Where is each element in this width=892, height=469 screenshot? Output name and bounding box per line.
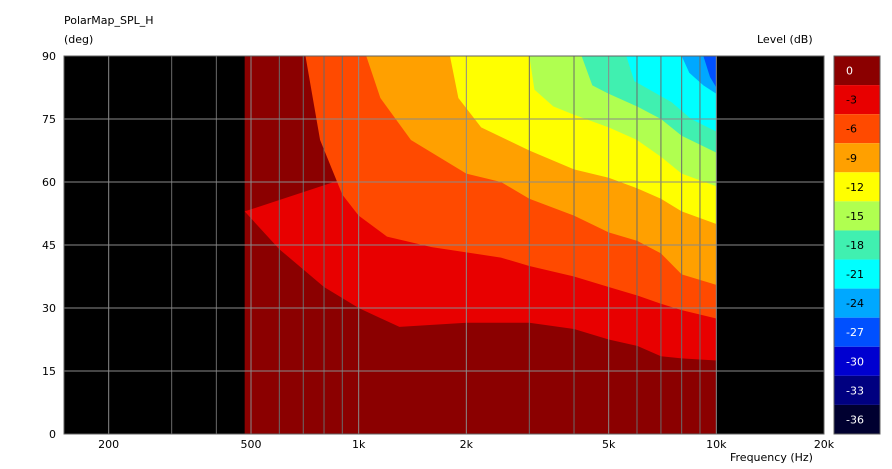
colorbar-swatch xyxy=(834,375,880,405)
colorbar-swatch xyxy=(834,404,880,434)
colorbar-tick-label: 0 xyxy=(846,65,853,78)
colorbar-frame xyxy=(833,55,881,435)
y-tick-label: 15 xyxy=(42,365,56,378)
x-tick-label: 5k xyxy=(602,438,616,451)
colorbar-label: Level (dB) xyxy=(757,33,813,46)
x-axis-label: Frequency (Hz) xyxy=(730,451,813,464)
x-tick-label: 200 xyxy=(98,438,119,451)
y-tick-label: 75 xyxy=(42,113,56,126)
x-tick-label: 10k xyxy=(706,438,727,451)
y-tick-label: 0 xyxy=(49,428,56,441)
x-tick-label: 500 xyxy=(241,438,262,451)
colorbar-swatch xyxy=(834,259,880,289)
x-tick-label: 2k xyxy=(460,438,474,451)
colorbar-swatch xyxy=(834,172,880,202)
colorbar-swatch xyxy=(834,114,880,144)
y-axis-ticks: 0 15 30 45 60 75 90 xyxy=(42,50,56,441)
colorbar-swatch xyxy=(834,317,880,347)
colorbar-tick-label: -24 xyxy=(846,297,864,310)
y-tick-label: 90 xyxy=(42,50,56,63)
y-tick-label: 30 xyxy=(42,302,56,315)
colorbar-tick-label: -6 xyxy=(846,123,857,136)
x-axis-ticks: 200 500 1k 2k 5k 10k 20k xyxy=(98,438,835,451)
colorbar-swatch xyxy=(834,56,880,86)
colorbar-tick-label: -12 xyxy=(846,181,864,194)
colorbar-swatch xyxy=(834,346,880,376)
colorbar-tick-label: -3 xyxy=(846,94,857,107)
y-tick-label: 60 xyxy=(42,176,56,189)
grid-lines xyxy=(64,56,824,434)
colorbar-swatch xyxy=(834,288,880,318)
colorbar-tick-label: -9 xyxy=(846,152,857,165)
colorbar-swatch xyxy=(834,230,880,260)
colorbar-swatch xyxy=(834,143,880,173)
colorbar-swatch xyxy=(834,85,880,115)
y-axis-label: (deg) xyxy=(64,33,94,46)
colorbar-tick-label: -15 xyxy=(846,210,864,223)
colorbar-tick-label: -18 xyxy=(846,239,864,252)
plot-frame xyxy=(63,55,825,435)
x-tick-label: 20k xyxy=(814,438,835,451)
contour-band-minus-27 xyxy=(703,56,717,88)
colorbar-tick-label: -36 xyxy=(846,413,864,426)
y-tick-label: 45 xyxy=(42,239,56,252)
colorbar-tick-label: -27 xyxy=(846,326,864,339)
x-tick-label: 1k xyxy=(352,438,366,451)
colorbar: 0 -3 -6 -9 -12 -15 -18 -21 -24 -27 -30 -33 -36 xyxy=(833,55,881,435)
colorbar-tick-label: -33 xyxy=(846,384,864,397)
colorbar-swatch xyxy=(834,201,880,231)
colorbar-tick-label: -30 xyxy=(846,355,864,368)
colorbar-tick-label: -21 xyxy=(846,268,864,281)
chart-title: PolarMap_SPL_H xyxy=(64,14,154,27)
